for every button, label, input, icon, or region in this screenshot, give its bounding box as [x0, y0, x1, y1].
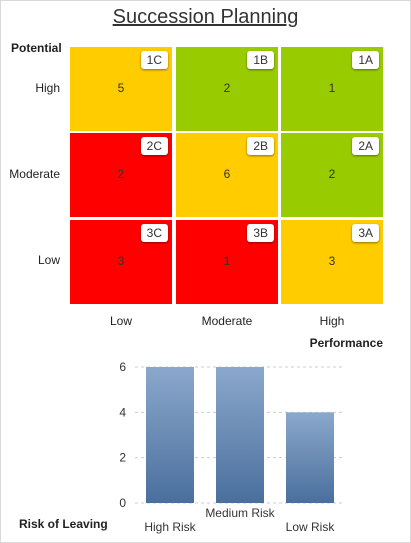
y-tick-label: 6	[119, 360, 126, 374]
row-label-moderate: Moderate	[9, 167, 60, 181]
y-tick-label: 0	[119, 496, 126, 510]
grid-cell-2a[interactable]: 2A 2	[281, 133, 383, 217]
col-label-moderate: Moderate	[201, 314, 253, 328]
bar-medium-risk	[216, 367, 264, 503]
cell-code-badge: 2A	[352, 137, 379, 155]
cell-code-badge: 1B	[247, 51, 274, 69]
bar-low-risk	[286, 412, 334, 503]
cell-count: 2	[223, 81, 231, 95]
risk-of-leaving-bar-chart: 0 2 4 6 High Risk Medium Risk Low Risk	[119, 360, 345, 534]
x-category-label: High Risk	[144, 520, 196, 534]
grid-cell-1c[interactable]: 1C 5	[70, 47, 172, 131]
cell-code-badge: 3C	[140, 224, 168, 242]
y-tick-label: 2	[119, 451, 126, 465]
cell-code-badge: 3A	[352, 224, 379, 242]
performance-axis-label: Performance	[309, 336, 383, 350]
grid-cell-1a[interactable]: 1A 1	[281, 47, 383, 131]
cell-code-badge: 1A	[352, 51, 379, 69]
grid-cell-3c[interactable]: 3C 3	[70, 220, 172, 304]
cell-count: 5	[117, 81, 125, 95]
cell-code-badge: 2B	[247, 137, 274, 155]
y-tick-label: 4	[119, 405, 126, 419]
cell-count: 3	[328, 254, 336, 268]
page-title: Succession Planning	[112, 6, 299, 28]
x-category-label: Low Risk	[286, 520, 336, 534]
grid-cell-3b[interactable]: 3B 1	[176, 220, 278, 304]
cell-code-badge: 2C	[140, 137, 168, 155]
cell-count: 2	[328, 167, 336, 181]
risk-of-leaving-label: Risk of Leaving	[19, 517, 108, 531]
x-category-label: Medium Risk	[205, 506, 275, 520]
bar-high-risk	[146, 367, 194, 503]
cell-code-badge: 1C	[140, 51, 168, 69]
col-label-high: High	[319, 314, 345, 328]
potential-axis-label: Potential	[11, 41, 62, 55]
grid-cell-3a[interactable]: 3A 3	[281, 220, 383, 304]
row-label-high: High	[35, 81, 60, 95]
grid-cell-2c[interactable]: 2C 2	[70, 133, 172, 217]
grid-cell-2b[interactable]: 2B 6	[176, 133, 278, 217]
col-label-low: Low	[109, 314, 132, 328]
grid-cell-1b[interactable]: 1B 2	[176, 47, 278, 131]
cell-count: 6	[223, 167, 231, 181]
cell-count: 3	[117, 254, 125, 268]
row-label-low: Low	[37, 253, 60, 267]
cell-count: 1	[223, 254, 231, 268]
cell-count: 1	[328, 81, 336, 95]
cell-count: 2	[117, 167, 125, 181]
cell-code-badge: 3B	[247, 224, 274, 242]
